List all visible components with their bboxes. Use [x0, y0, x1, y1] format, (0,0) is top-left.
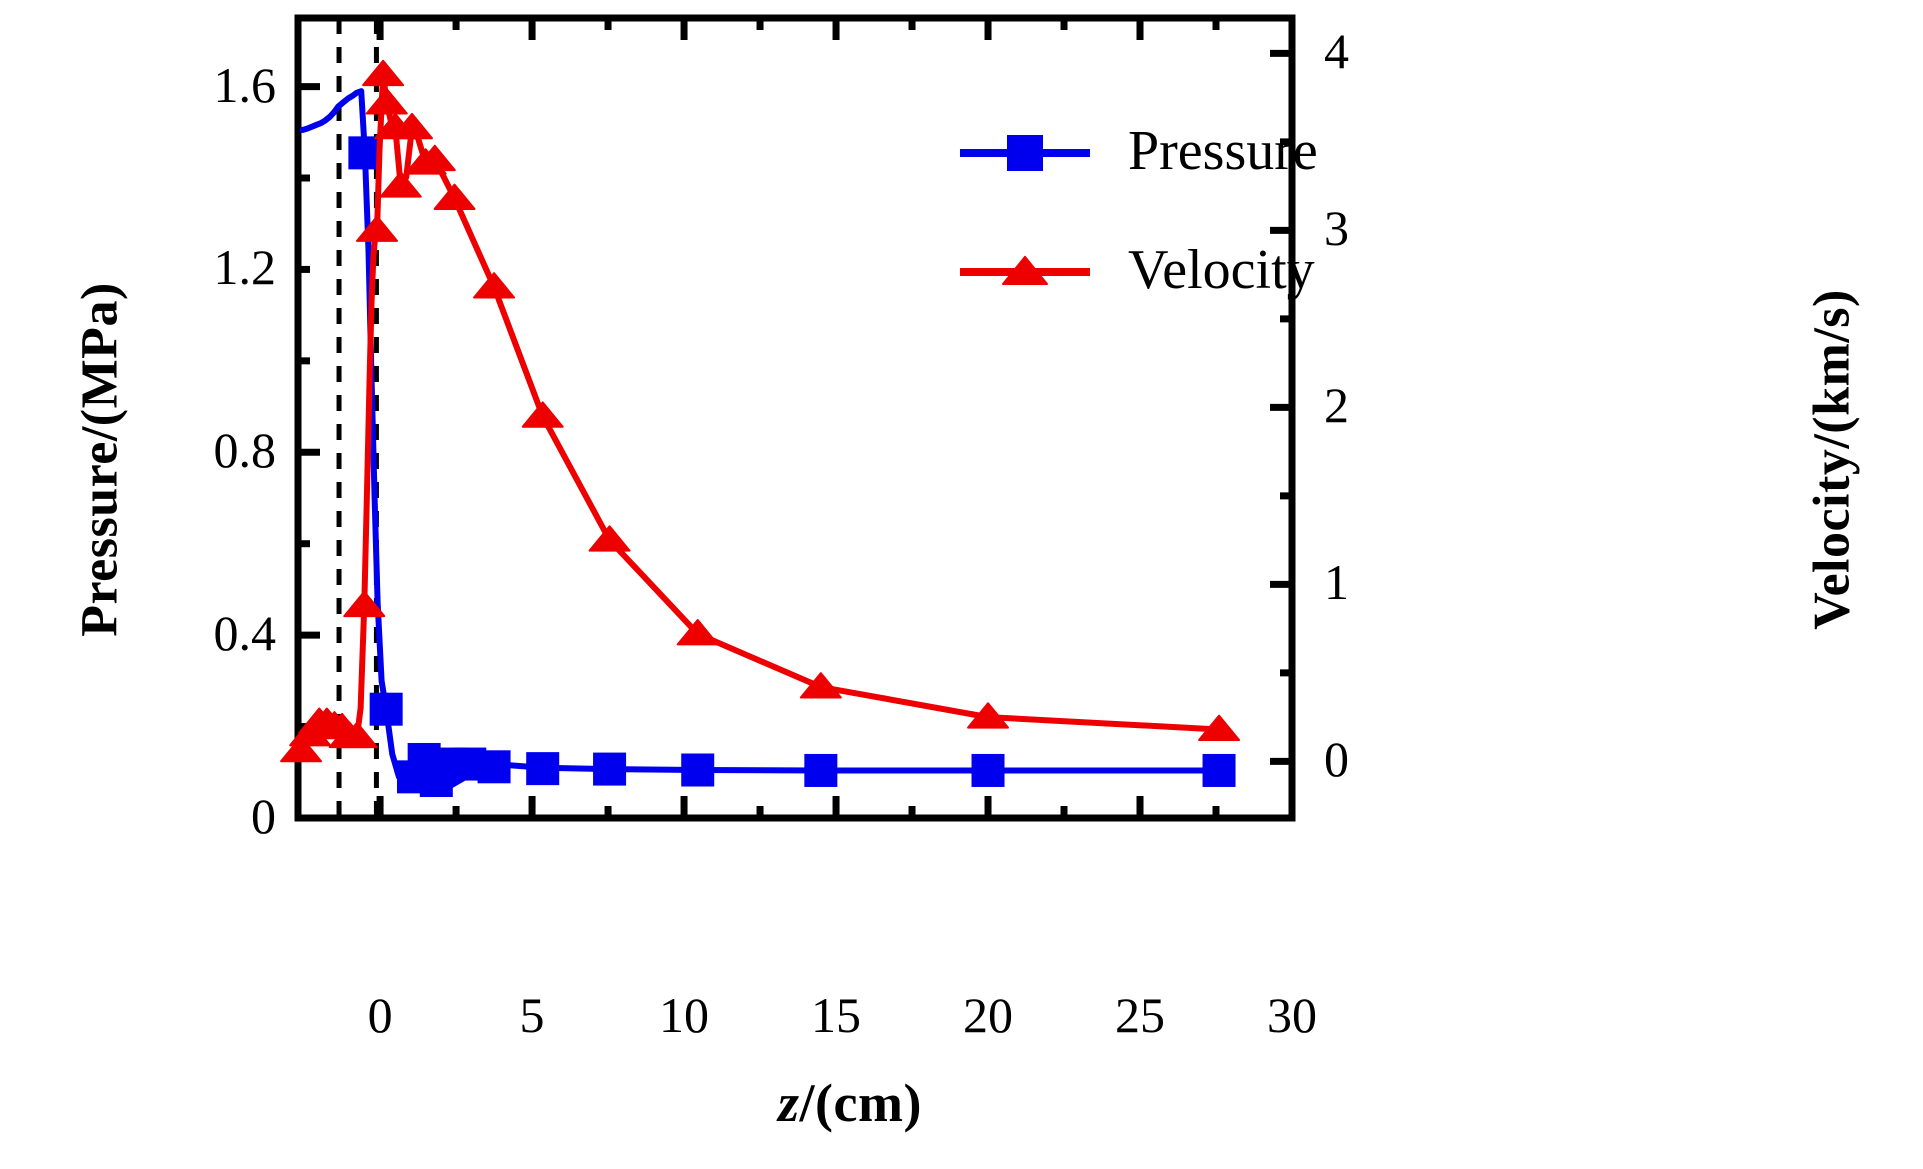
data-point-marker: [390, 112, 433, 140]
legend-label-pressure: Pressure: [1128, 120, 1318, 182]
data-point-marker: [362, 59, 405, 87]
data-point-marker: [804, 753, 838, 787]
y-tick-label-right-2: 2: [1324, 377, 1349, 434]
series-velocity: [280, 59, 1241, 763]
data-point-marker: [967, 702, 1010, 729]
data-point-marker: [588, 525, 631, 552]
data-point-marker: [1198, 714, 1241, 742]
y-tick-label-left-0-4: 0.4: [213, 605, 277, 662]
data-point-marker: [676, 619, 719, 646]
x-tick-label-20: 20: [963, 987, 1014, 1043]
x-tick-label-15: 15: [811, 987, 862, 1043]
x-axis-title: z/(cm): [600, 1072, 1100, 1134]
data-point-marker: [681, 753, 715, 787]
data-point-marker: [280, 735, 323, 763]
data-point-marker: [521, 401, 564, 428]
x-tick-label-30: 30: [1267, 987, 1317, 1043]
y-tick-label-left-0: 0: [251, 788, 276, 844]
x-tick-label-5: 5: [519, 987, 545, 1043]
axis-ticks: [298, 18, 1296, 822]
legend-label-velocity: Velocity: [1128, 239, 1315, 301]
data-point-marker: [369, 692, 403, 726]
x-tick-label-10: 10: [659, 987, 710, 1043]
series-line: [298, 71, 1223, 754]
data-point-marker: [379, 171, 422, 198]
series-pressure: [299, 88, 1236, 798]
data-point-marker: [348, 136, 382, 170]
data-point-marker: [473, 272, 516, 299]
data-point-marker: [593, 752, 627, 786]
data-point-marker: [799, 672, 842, 699]
y-tick-label-right-3: 3: [1324, 200, 1349, 257]
data-point-marker: [526, 752, 560, 786]
data-point-marker: [413, 144, 456, 172]
y-tick-label-left-1-2: 1.2: [213, 239, 277, 296]
y-tick-label-right-4: 4: [1324, 23, 1349, 80]
plot-frame: [294, 14, 1296, 822]
x-axis-title-variable: z: [778, 1073, 800, 1133]
data-point-marker: [356, 215, 399, 242]
series-line: [299, 88, 1223, 790]
y-tick-label-left-0-8: 0.8: [213, 422, 277, 479]
data-point-marker: [335, 721, 378, 749]
data-point-marker: [343, 590, 386, 618]
x-axis-title-unit: /(cm): [799, 1073, 922, 1133]
data-point-marker: [433, 183, 476, 211]
data-point-marker: [365, 88, 408, 115]
y-axis-right-title: Velocity/(km/s): [1803, 289, 1861, 630]
x-tick-label-25: 25: [1115, 987, 1165, 1043]
y-tick-label-left-1-6: 1.6: [213, 56, 277, 113]
data-point-marker: [477, 750, 511, 784]
data-point-marker: [971, 753, 1005, 787]
y-tick-label-right-1: 1: [1324, 554, 1349, 611]
data-point-marker: [1202, 753, 1236, 787]
x-tick-label-0: 0: [367, 987, 393, 1043]
y-tick-label-right-0: 0: [1324, 731, 1349, 788]
